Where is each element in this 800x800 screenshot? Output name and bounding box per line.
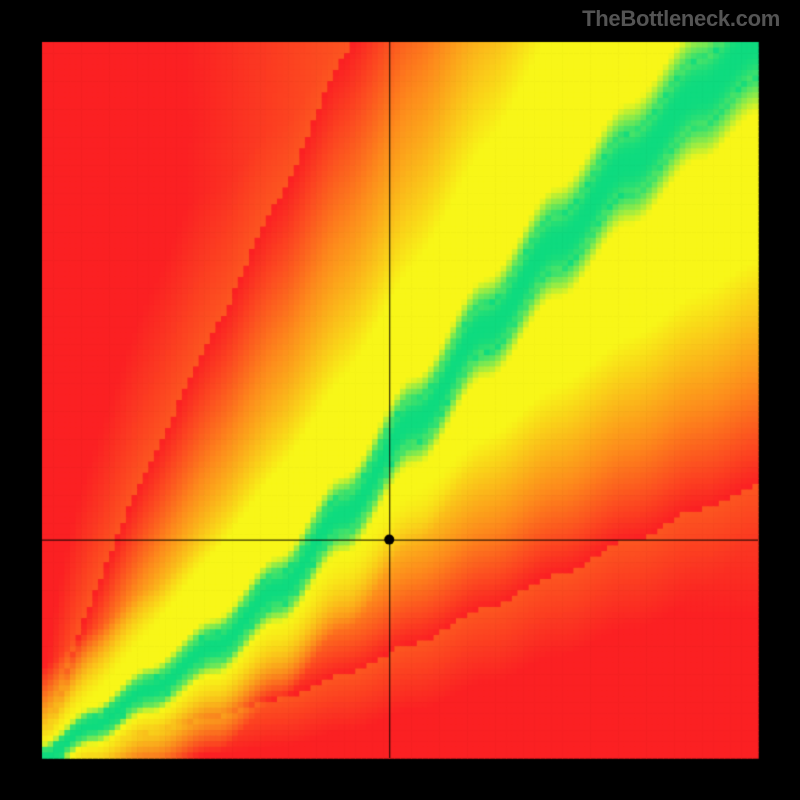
heatmap-canvas — [0, 0, 800, 800]
bottleneck-chart-container: TheBottleneck.com — [0, 0, 800, 800]
watermark-text: TheBottleneck.com — [582, 6, 780, 32]
